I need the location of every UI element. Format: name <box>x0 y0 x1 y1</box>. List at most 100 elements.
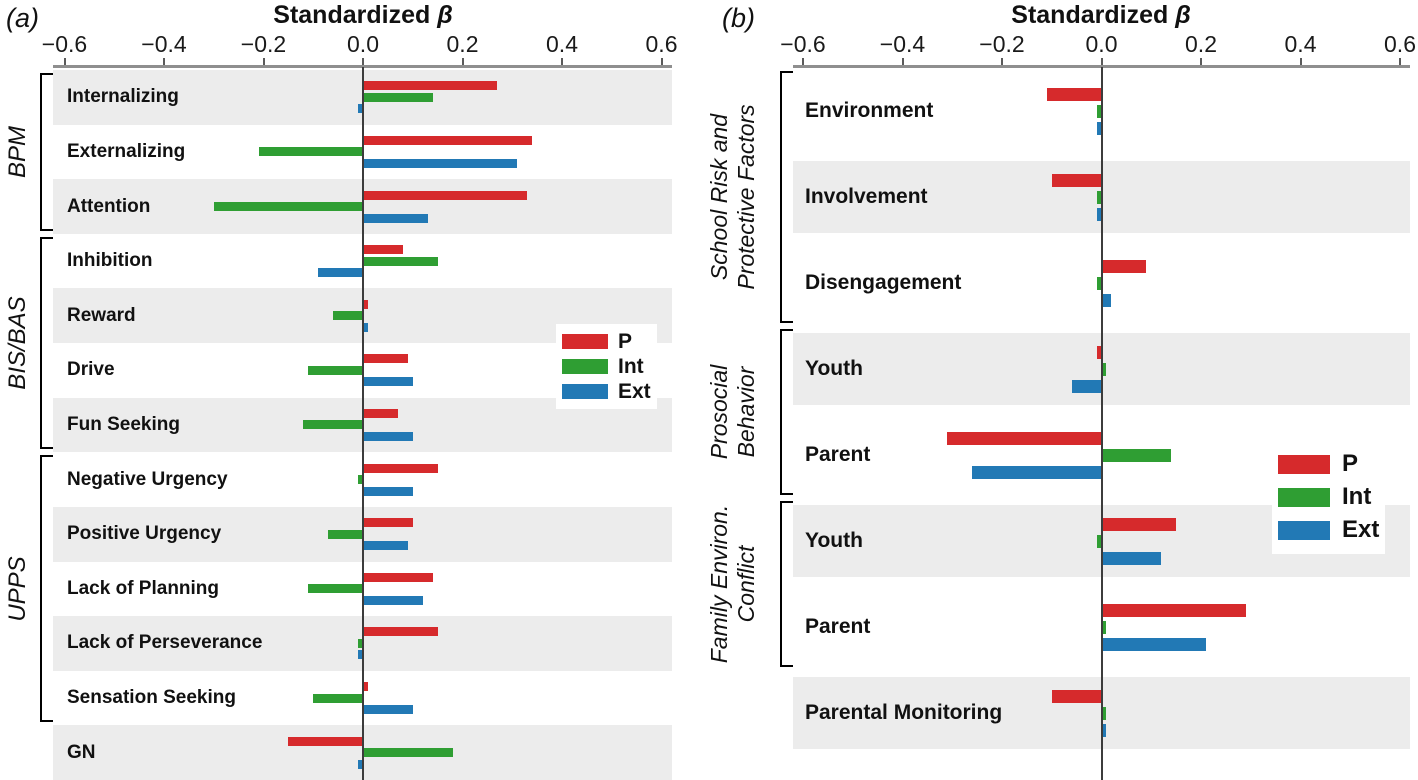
bar-ext <box>972 465 1102 479</box>
bar-p <box>363 518 413 528</box>
legend-swatch-p <box>1278 454 1330 474</box>
panel-a-letter: (a) <box>6 3 39 33</box>
legend-entry-ext: Ext <box>562 381 651 402</box>
bar-ext <box>1096 121 1102 135</box>
bar-ext <box>1101 551 1162 565</box>
group-label-text: UPPS <box>3 556 31 622</box>
bar-int <box>213 202 363 212</box>
bar-int <box>1096 276 1102 290</box>
bar-ext <box>1101 723 1107 737</box>
bar-ext <box>363 377 413 387</box>
bar-p <box>363 463 438 473</box>
row-label-sensation-seeking: Sensation Seeking <box>67 687 236 709</box>
row-label-parent: Parent <box>805 443 871 466</box>
x-axis-tick-label: −0.4 <box>879 31 926 57</box>
bar-ext <box>1101 637 1206 651</box>
bar-int <box>308 584 363 594</box>
x-axis-tick <box>262 58 265 65</box>
group-bracket-cap <box>780 71 793 73</box>
group-bracket <box>40 455 42 723</box>
bar-int <box>1101 448 1172 462</box>
bar-int <box>328 529 363 539</box>
bar-ext <box>363 486 413 496</box>
bar-ext <box>1096 207 1102 221</box>
bar-p <box>363 190 528 200</box>
bar-ext <box>358 650 363 660</box>
legend-label-p: P <box>1342 450 1359 477</box>
legend-entry-int: Int <box>1278 485 1379 509</box>
row-label-parental-monitoring: Parental Monitoring <box>805 701 1003 724</box>
x-axis-tick <box>561 58 563 65</box>
row-label-lack-of-perseverance: Lack of Perseverance <box>67 632 263 654</box>
bar-int <box>1096 190 1102 204</box>
x-axis-tick-label: 0.2 <box>1185 31 1217 57</box>
group-bracket-cap <box>780 493 793 495</box>
row-label-inhibition: Inhibition <box>67 250 153 272</box>
bar-int <box>358 638 363 648</box>
legend-b: P Int Ext <box>1272 440 1386 554</box>
bar-p <box>363 408 398 418</box>
axis-title-a: Standardized β <box>273 1 452 30</box>
x-axis-tick-label: 0.2 <box>446 31 479 57</box>
group-bracket <box>780 71 782 323</box>
row-label-lack-of-planning: Lack of Planning <box>67 577 220 599</box>
x-axis-tick-label: 0.6 <box>1384 31 1416 57</box>
legend-swatch-int <box>1278 487 1330 507</box>
bar-int <box>1101 362 1107 376</box>
bar-int <box>1101 620 1107 634</box>
row-label-negative-urgency: Negative Urgency <box>67 468 228 490</box>
group-bracket-cap <box>780 329 793 331</box>
group-bracket <box>40 73 42 231</box>
bar-ext <box>358 759 363 769</box>
bar-p <box>363 135 533 145</box>
x-axis-tick-label: −0.6 <box>780 31 826 57</box>
group-bracket-cap <box>780 321 793 323</box>
group-label-text: Family Environ. Conflict <box>705 504 759 664</box>
row-label-drive: Drive <box>67 359 115 381</box>
row-label-internalizing: Internalizing <box>67 86 179 108</box>
legend-label-ext: Ext <box>1342 516 1380 543</box>
row-label-reward: Reward <box>67 304 136 326</box>
bar-ext <box>363 431 413 441</box>
bar-p <box>1101 259 1147 273</box>
bar-int <box>1096 104 1102 118</box>
legend-swatch-ext <box>1278 520 1330 540</box>
bar-p <box>1046 87 1102 101</box>
axis-title-b-text: Standardized <box>1011 1 1176 29</box>
bar-int <box>1096 534 1102 548</box>
group-bracket <box>780 501 782 667</box>
bar-p <box>363 354 408 364</box>
beta-symbol: β <box>437 1 453 29</box>
legend-entry-p: P <box>562 331 651 352</box>
x-axis-tick <box>1299 58 1302 65</box>
bar-p <box>1051 689 1102 703</box>
row-label-youth: Youth <box>805 529 863 552</box>
row-label-fun-seeking: Fun Seeking <box>67 413 180 435</box>
group-bracket-cap <box>40 455 53 458</box>
x-axis-tick <box>901 58 904 65</box>
panel-b-letter: (b) <box>722 3 755 33</box>
legend-label-p: P <box>618 330 633 353</box>
row-label-externalizing: Externalizing <box>67 140 186 162</box>
x-axis-tick-label: 0.6 <box>645 31 678 57</box>
group-bracket-cap <box>40 73 53 75</box>
axis-title-a-text: Standardized <box>273 1 438 29</box>
row-label-disengagement: Disengagement <box>805 271 962 294</box>
legend-label-int: Int <box>1342 483 1372 510</box>
zero-line <box>362 67 364 780</box>
x-axis-tick-label: 0.4 <box>1284 31 1317 57</box>
group-bracket-cap <box>40 228 53 231</box>
group-bracket-cap <box>40 720 53 723</box>
row-label-youth: Youth <box>805 357 863 380</box>
x-axis-tick-label: −0.2 <box>240 31 287 57</box>
legend-swatch-p <box>562 334 608 349</box>
bar-ext <box>1101 293 1112 307</box>
legend-entry-int: Int <box>562 356 651 377</box>
x-axis-tick <box>1100 58 1103 65</box>
bar-p <box>363 682 368 692</box>
bar-ext <box>363 705 413 715</box>
x-axis-tick <box>1399 58 1401 65</box>
legend-swatch-ext <box>562 384 608 399</box>
bar-p <box>1096 345 1102 359</box>
